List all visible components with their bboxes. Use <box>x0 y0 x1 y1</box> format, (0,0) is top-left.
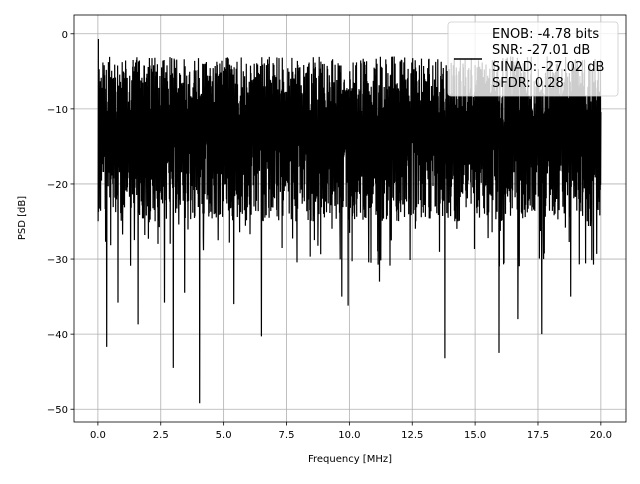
legend: ENOB: -4.78 bits SNR: -27.01 dB SINAD: -… <box>447 21 619 97</box>
x-tick-label: 17.5 <box>527 430 549 441</box>
legend-entry-enob: ENOB: -4.78 bits <box>492 27 599 42</box>
y-tick-label: −50 <box>47 405 68 416</box>
y-tick-label: −10 <box>47 105 68 116</box>
y-tick-label: 0 <box>62 30 68 41</box>
legend-entry-sinad: SINAD: -27.02 dB <box>492 60 604 75</box>
x-tick-label: 7.5 <box>279 430 295 441</box>
y-tick-label: −30 <box>47 255 68 266</box>
y-axis: 0 −10 −20 −30 −40 −50 <box>47 30 74 416</box>
x-tick-label: 5.0 <box>216 430 232 441</box>
axes-frame <box>73 14 627 423</box>
y-axis-label: PSD [dB] <box>17 196 28 240</box>
x-tick-label: 15.0 <box>464 430 486 441</box>
x-tick-label: 12.5 <box>401 430 423 441</box>
x-tick-label: 0.0 <box>90 430 106 441</box>
x-tick-label: 20.0 <box>590 430 612 441</box>
x-tick-label: 2.5 <box>153 430 169 441</box>
x-tick-label: 10.0 <box>338 430 360 441</box>
y-tick-label: −20 <box>47 180 68 191</box>
legend-entry-sfdr: SFDR: 0.28 <box>492 76 564 91</box>
x-axis: 0.0 2.5 5.0 7.5 10.0 12.5 15.0 17.5 20.0 <box>90 422 612 441</box>
x-axis-label: Frequency [MHz] <box>308 454 392 465</box>
plot-area <box>97 38 602 404</box>
psd-line <box>97 38 602 404</box>
legend-entry-snr: SNR: -27.01 dB <box>492 43 590 58</box>
legend-box <box>447 21 619 97</box>
y-tick-label: −40 <box>47 330 68 341</box>
